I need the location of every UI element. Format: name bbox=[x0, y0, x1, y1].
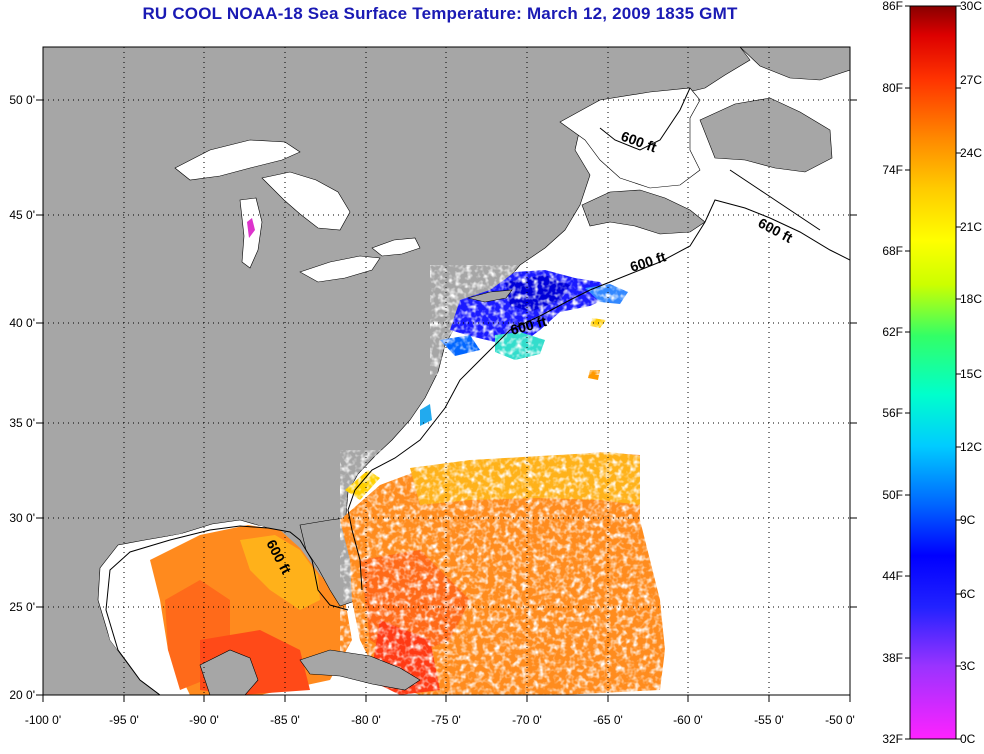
lat-label: 25 0' bbox=[9, 600, 35, 614]
colorbar-label-f: 38F bbox=[882, 651, 903, 665]
lon-label: -85 0' bbox=[270, 713, 300, 727]
lon-label: -80 0' bbox=[351, 713, 381, 727]
map-title: RU COOL NOAA-18 Sea Surface Temperature:… bbox=[142, 4, 738, 23]
lat-label: 35 0' bbox=[9, 416, 35, 430]
lat-label: 30 0' bbox=[9, 511, 35, 525]
lat-label: 40 0' bbox=[9, 316, 35, 330]
lon-label: -95 0' bbox=[109, 713, 139, 727]
colorbar-label-c: 3C bbox=[960, 659, 976, 673]
land-nova-scotia bbox=[581, 189, 706, 235]
lon-label: -65 0' bbox=[593, 713, 623, 727]
land-cuba bbox=[299, 649, 421, 691]
lon-label: -60 0' bbox=[673, 713, 703, 727]
colorbar-label-c: 30C bbox=[960, 0, 982, 13]
colorbar: 86F 80F 74F 68F 62F 56F 50F 44F 38F 32F … bbox=[882, 0, 982, 746]
sst-northeast bbox=[420, 265, 640, 426]
lat-label: 50 0' bbox=[9, 93, 35, 107]
colorbar-label-f: 68F bbox=[882, 244, 903, 258]
sst-atlantic bbox=[340, 450, 670, 695]
land-quebec-north bbox=[739, 47, 850, 81]
lon-label: -50 0' bbox=[825, 713, 855, 727]
colorbar-label-c: 12C bbox=[960, 440, 982, 454]
lon-label: -90 0' bbox=[189, 713, 219, 727]
land-long-island bbox=[467, 289, 513, 303]
colorbar-label-c: 27C bbox=[960, 73, 982, 87]
lat-label: 45 0' bbox=[9, 208, 35, 222]
colorbar-label-c: 6C bbox=[960, 587, 976, 601]
lat-label: 20 0' bbox=[9, 688, 35, 702]
colorbar-label-c: 9C bbox=[960, 513, 976, 527]
lon-label: -55 0' bbox=[754, 713, 784, 727]
grid bbox=[43, 47, 850, 695]
colorbar-label-f: 86F bbox=[882, 0, 903, 13]
colorbar-label-f: 32F bbox=[882, 732, 903, 746]
gulf-st-lawrence bbox=[559, 87, 701, 189]
lon-label: -75 0' bbox=[431, 713, 461, 727]
colorbar-label-f: 44F bbox=[882, 569, 903, 583]
colorbar-label-f: 62F bbox=[882, 325, 903, 339]
map-area bbox=[43, 47, 850, 695]
land-yucatan bbox=[199, 649, 259, 695]
lat-labels: 50 0' 45 0' 40 0' 35 0' 30 0' 25 0' 20 0… bbox=[9, 93, 35, 702]
colorbar-label-f: 56F bbox=[882, 406, 903, 420]
tick-marks bbox=[36, 99, 857, 702]
colorbar-label-c: 18C bbox=[960, 292, 982, 306]
colorbar-scale bbox=[909, 5, 957, 740]
lon-label: -100 0' bbox=[25, 713, 61, 727]
colorbar-label-f: 80F bbox=[882, 81, 903, 95]
lon-label: -70 0' bbox=[512, 713, 542, 727]
isobath-lines bbox=[105, 87, 850, 695]
colorbar-label-c: 24C bbox=[960, 146, 982, 160]
colorbar-label-f: 74F bbox=[882, 163, 903, 177]
colorbar-label-c: 21C bbox=[960, 220, 982, 234]
lake-michigan-patch bbox=[247, 218, 255, 238]
colorbar-label-f: 50F bbox=[882, 488, 903, 502]
colorbar-label-c: 0C bbox=[960, 732, 976, 746]
lon-labels: -100 0' -95 0' -90 0' -85 0' -80 0' -75 … bbox=[25, 713, 855, 727]
colorbar-label-c: 15C bbox=[960, 367, 982, 381]
